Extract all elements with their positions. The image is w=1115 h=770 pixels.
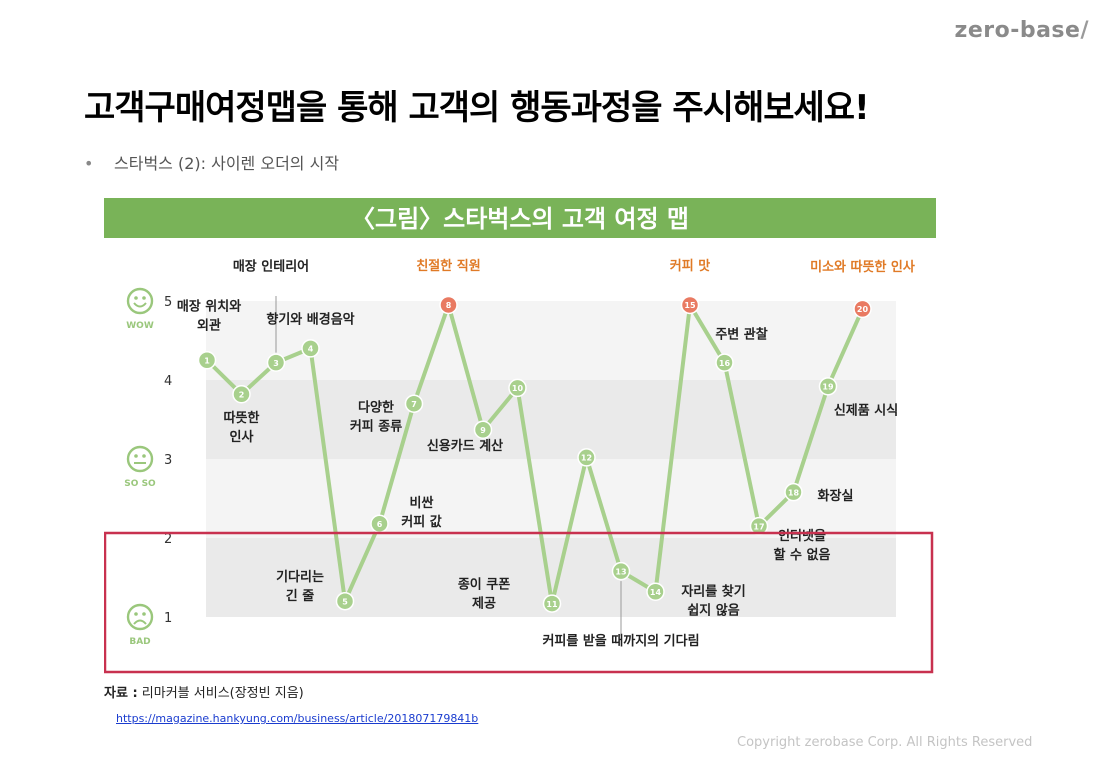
point-label-11: 종이 쿠폰 제공 [458,577,510,612]
journey-point-10: 10 [508,378,527,398]
point-label-3: 매장 인테리어 [233,259,309,275]
point-label-18: 화장실 [818,488,854,504]
band-3 [206,459,896,538]
journey-point-5: 5 [335,591,355,611]
zero-base-logo: zero-base/ [955,18,1089,43]
point-number: 17 [753,522,764,531]
level-label: WOW [126,321,154,331]
point-label-6: 비싼 커피 값 [401,495,441,530]
point-number: 16 [719,359,731,368]
journey-polyline [205,302,865,606]
point-label-15: 커피 맛 [670,258,710,274]
level-label: SO SO [124,479,156,489]
point-number: 19 [822,383,834,392]
journey-point-12: 12 [577,448,596,467]
y-tick-label: 1 [164,611,172,626]
point-label-9: 신용카드 계산 [427,438,503,454]
journey-point-4: 4 [301,339,320,358]
point-number: 14 [650,588,662,597]
point-label-13: 커피를 받을 때까지의 기다림 [542,633,699,649]
point-number: 6 [377,520,383,529]
face-wow-icon [126,287,154,315]
logo-slash: / [1080,18,1089,43]
face-bad-icon [126,603,154,631]
journey-point-11: 11 [542,594,562,613]
journey-point-6: 6 [370,514,389,534]
journey-point-14: 14 [646,582,665,601]
journey-point-2: 2 [232,384,251,404]
bad-zone-box [104,531,934,674]
point-label-16: 주변 관찰 [715,327,767,343]
journey-point-15: 15 [680,295,700,315]
level-label: BAD [129,637,150,647]
chart-title-bar [104,198,936,238]
mood-faces: WOW SO SO BAD [124,287,156,647]
journey-point-8: 8 [439,295,458,315]
point-number: 20 [857,305,869,314]
journey-point-13: 13 [611,561,631,581]
copyright: Copyright zerobase Corp. All Rights Rese… [737,735,1033,750]
point-label-4: 향기와 배경음악 [266,311,354,327]
point-label-5: 기다리는 긴 줄 [276,569,324,604]
y-tick-label: 5 [164,295,172,310]
point-number: 15 [684,301,696,310]
journey-point-20: 20 [853,299,872,319]
point-label-2: 따뜻한 인사 [224,410,260,445]
journey-point-18: 18 [784,482,803,502]
point-number: 9 [480,426,486,435]
bullet-dot: • [84,154,94,173]
point-number: 4 [308,345,314,354]
point-number: 7 [411,400,417,409]
journey-line [205,296,865,636]
journey-point-3: 3 [266,353,286,372]
journey-point-19: 19 [818,377,838,396]
source-text: 리마커블 서비스(장정빈 지음) [141,686,304,701]
point-label-1: 매장 위치와 외관 [177,298,241,333]
y-tick-label: 3 [164,453,172,468]
journey-point-9: 9 [473,420,493,440]
point-label-7: 다양한 커피 종류 [350,400,402,435]
y-tick-label: 4 [164,374,172,389]
point-number: 8 [446,301,452,310]
background-bands [206,301,896,617]
point-number: 5 [342,597,348,606]
point-number: 1 [204,356,210,365]
journey-point-17: 17 [749,516,769,536]
y-axis: 1 2 3 4 5 [164,295,172,626]
article-link[interactable]: https://magazine.hankyung.com/business/a… [116,712,479,725]
point-label-19: 신제품 시식 [834,402,898,418]
source-label: 자료 : [104,686,138,701]
band-1 [206,301,896,380]
source-note: 자료 : 리마커블 서비스(장정빈 지음) [104,682,304,701]
point-number: 12 [581,454,592,463]
journey-point-7: 7 [404,394,424,413]
journey-point-16: 16 [715,353,734,372]
point-label-8: 친절한 직원 [416,258,480,274]
y-tick-label: 2 [164,532,172,547]
point-number: 11 [546,600,558,609]
page-title: 고객구매여정맵을 통해 고객의 행동과정을 주시해보세요! [84,88,870,128]
logo-text: zero-base [954,18,1081,43]
subtitle: 스타벅스 (2): 사이렌 오더의 시작 [114,154,340,173]
journey-point-1: 1 [197,351,217,370]
point-number: 13 [615,567,626,576]
band-2 [206,380,896,459]
chart-title: 〈그림〉스타벅스의 고객 여정 맵 [351,205,689,233]
bullet-item: • 스타벅스 (2): 사이렌 오더의 시작 [84,150,339,174]
face-so-so-icon [126,445,154,473]
point-number: 10 [512,384,524,393]
point-number: 3 [273,359,279,368]
point-label-14: 자리를 찾기 쉽지 않음 [681,584,745,619]
point-number: 2 [239,390,245,399]
point-number: 18 [788,488,800,497]
point-label-20: 미소와 따뜻한 인사 [810,259,915,275]
